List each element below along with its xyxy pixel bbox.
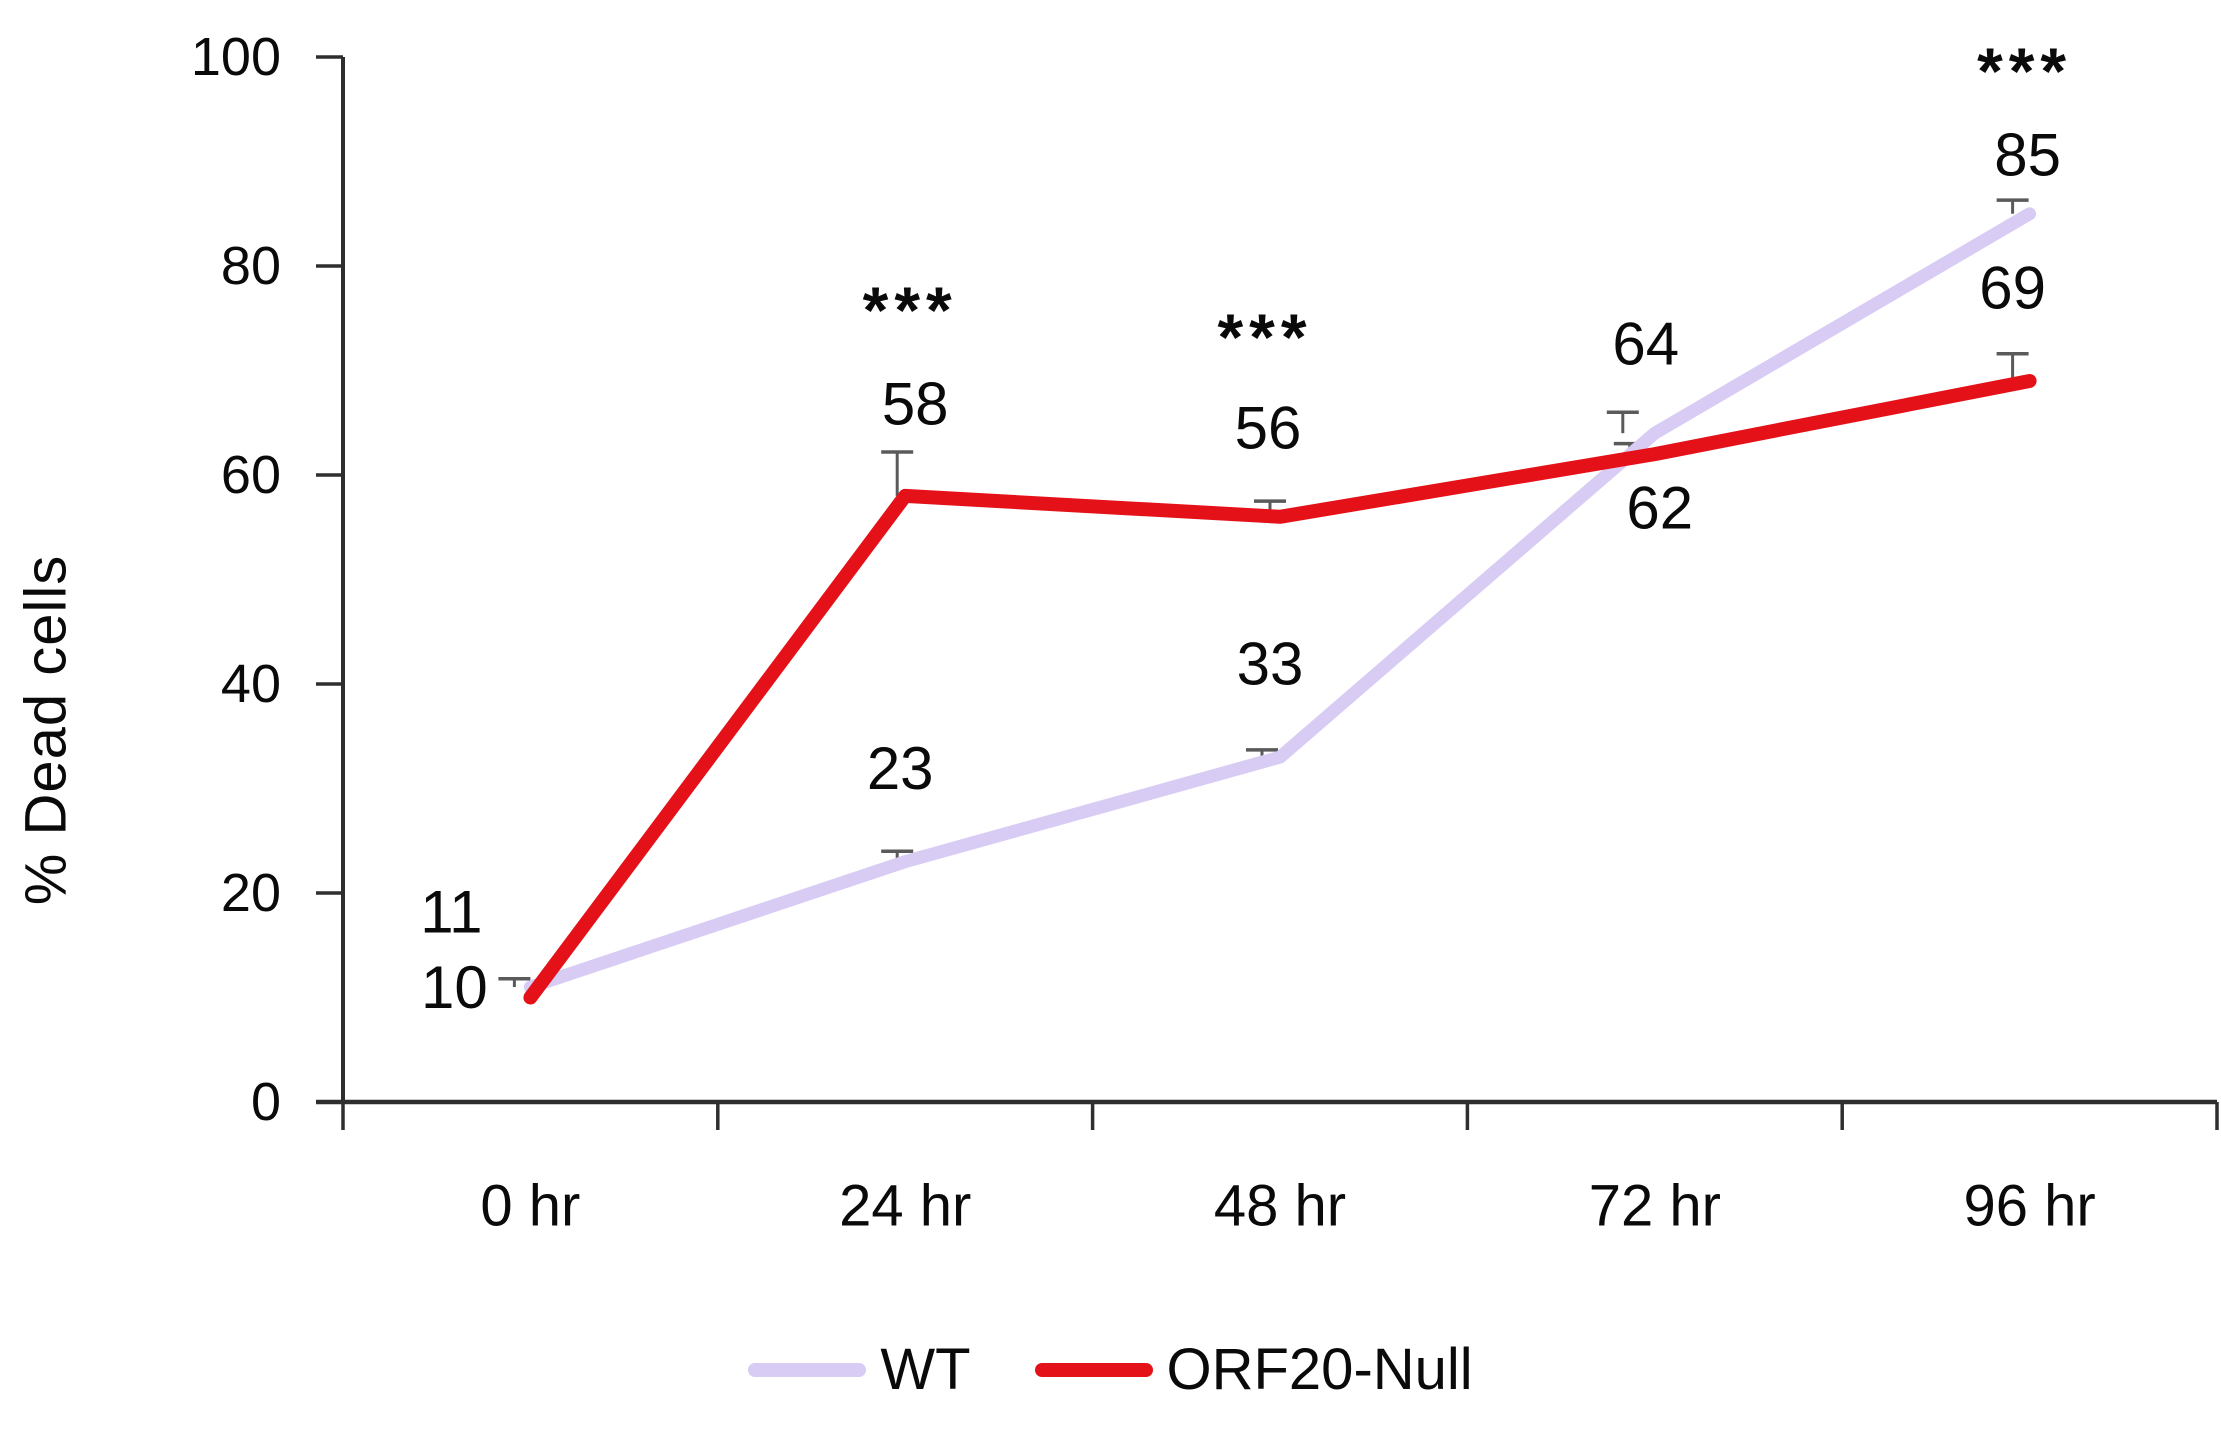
data-label: 33 — [1237, 631, 1304, 698]
data-label: 85 — [1994, 121, 2061, 188]
series-line-orf20-null — [523, 373, 2037, 1005]
data-label: 58 — [882, 370, 949, 437]
y-tick-label: 100 — [191, 27, 281, 87]
wt-line-swatch-icon — [748, 1362, 867, 1377]
data-label: 23 — [867, 735, 934, 802]
significance-stars: *** — [1977, 34, 2072, 108]
x-tick-label: 24 hr — [839, 1174, 971, 1239]
legend-item-wt: WT — [748, 1336, 971, 1403]
y-tick-label: 0 — [251, 1072, 281, 1132]
x-tick-label: 96 hr — [1963, 1174, 2095, 1239]
legend-label-orf20-null: ORF20-Null — [1166, 1337, 1473, 1402]
legend: WT ORF20-Null — [0, 1336, 2221, 1403]
significance-stars: *** — [1217, 300, 1312, 374]
data-label: 64 — [1612, 311, 1679, 378]
y-tick-label: 20 — [221, 863, 281, 923]
y-axis-title: % Dead cells — [13, 554, 79, 906]
data-label: 56 — [1235, 394, 1302, 461]
y-tick-label: 60 — [221, 445, 281, 505]
x-tick-label: 72 hr — [1589, 1174, 1721, 1239]
data-label: 62 — [1626, 475, 1693, 542]
x-tick-label: 0 hr — [480, 1174, 580, 1239]
legend-label-wt: WT — [880, 1337, 971, 1402]
data-label: 11 — [420, 879, 482, 946]
x-tick-label: 48 hr — [1214, 1174, 1346, 1239]
data-label: 69 — [1979, 254, 2046, 321]
series-line-wt — [523, 207, 2037, 994]
significance-stars: *** — [863, 273, 958, 347]
legend-item-orf20-null: ORF20-Null — [1034, 1336, 1473, 1403]
y-tick-label: 80 — [221, 236, 281, 296]
orf20-null-line-swatch-icon — [1034, 1362, 1153, 1377]
y-tick-label: 40 — [221, 654, 281, 714]
data-label: 10 — [421, 954, 488, 1021]
